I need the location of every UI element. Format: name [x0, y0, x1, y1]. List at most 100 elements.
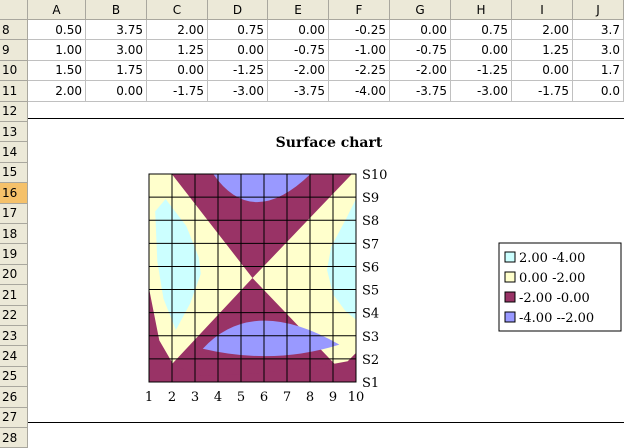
row-header-8[interactable]: 8 — [0, 20, 28, 41]
column-header-a[interactable]: A — [28, 0, 86, 20]
surface-band-neg2-0 — [155, 174, 352, 382]
x-tick-label-9: 9 — [329, 390, 337, 405]
cell-g8[interactable]: 0.00 — [390, 20, 451, 41]
cell-f9[interactable]: -1.00 — [329, 40, 390, 61]
column-header-i[interactable]: I — [512, 0, 573, 20]
surface-band-neg4-neg2-bottom — [202, 320, 340, 357]
column-header-b[interactable]: B — [86, 0, 147, 20]
cell-j9[interactable]: 3.0 — [573, 40, 624, 61]
legend-label-2: -2.00 -0.00 — [519, 291, 590, 306]
x-tick-label-6: 6 — [260, 390, 268, 405]
column-header-h[interactable]: H — [451, 0, 512, 20]
legend-swatch-0 — [504, 251, 516, 263]
x-tick-label-5: 5 — [237, 390, 245, 405]
cell-j11[interactable]: 0.0 — [573, 81, 624, 102]
cell-d8[interactable]: 0.75 — [208, 20, 268, 41]
row-header-19[interactable]: 19 — [0, 244, 28, 265]
cell-c11[interactable]: -1.75 — [147, 81, 208, 102]
x-tick-label-2: 2 — [168, 390, 176, 405]
row-header-15[interactable]: 15 — [0, 162, 28, 184]
row-header-18[interactable]: 18 — [0, 224, 28, 245]
cell-c10[interactable]: 0.00 — [147, 60, 208, 82]
cell-h9[interactable]: 0.00 — [451, 40, 512, 61]
cell-d10[interactable]: -1.25 — [208, 60, 268, 82]
row-header-23[interactable]: 23 — [0, 326, 28, 347]
column-header-c[interactable]: C — [147, 0, 208, 20]
row-header-11[interactable]: 11 — [0, 81, 28, 102]
cell-d9[interactable]: 0.00 — [208, 40, 268, 61]
column-header-e[interactable]: E — [268, 0, 329, 20]
cell-h8[interactable]: 0.75 — [451, 20, 512, 41]
surface-band-neg4-neg2-top — [213, 174, 311, 203]
row-header-20[interactable]: 20 — [0, 264, 28, 286]
column-header-g[interactable]: G — [390, 0, 451, 20]
row-header-10[interactable]: 10 — [0, 60, 28, 82]
cell-a9[interactable]: 1.00 — [28, 40, 86, 61]
cell-b10[interactable]: 1.75 — [86, 60, 147, 82]
column-header-d[interactable]: D — [208, 0, 268, 20]
cell-j8[interactable]: 3.7 — [573, 20, 624, 41]
row-header-22[interactable]: 22 — [0, 305, 28, 326]
legend-swatch-3 — [504, 311, 516, 323]
row-header-17[interactable]: 17 — [0, 203, 28, 224]
row-header-25[interactable]: 25 — [0, 366, 28, 388]
legend-label-0: 2.00 -4.00 — [519, 251, 585, 266]
chart-border-top — [28, 118, 624, 119]
cell-c9[interactable]: 1.25 — [147, 40, 208, 61]
row-header-16[interactable]: 16 — [0, 183, 28, 204]
cell-h10[interactable]: -1.25 — [451, 60, 512, 82]
cell-e10[interactable]: -2.00 — [268, 60, 329, 82]
series-tick-label-s2: S2 — [362, 353, 379, 368]
cell-f8[interactable]: -0.25 — [329, 20, 390, 41]
select-all-corner[interactable] — [0, 0, 28, 20]
row-header-13[interactable]: 13 — [0, 122, 28, 143]
row-header-12[interactable]: 12 — [0, 101, 28, 122]
row-header-9[interactable]: 9 — [0, 40, 28, 61]
cell-h11[interactable]: -3.00 — [451, 81, 512, 102]
cell-b9[interactable]: 3.00 — [86, 40, 147, 61]
cell-c8[interactable]: 2.00 — [147, 20, 208, 41]
cell-i10[interactable]: 0.00 — [512, 60, 573, 82]
x-tick-label-1: 1 — [145, 390, 153, 405]
chart-title: Surface chart — [276, 135, 383, 151]
cell-d11[interactable]: -3.00 — [208, 81, 268, 102]
cell-b8[interactable]: 3.75 — [86, 20, 147, 41]
cell-f11[interactable]: -4.00 — [329, 81, 390, 102]
series-tick-label-s5: S5 — [362, 284, 379, 299]
column-header-j[interactable]: J — [573, 0, 624, 20]
legend-swatch-2 — [504, 291, 516, 303]
series-tick-label-s6: S6 — [362, 260, 379, 275]
x-tick-label-3: 3 — [191, 390, 199, 405]
cell-a8[interactable]: 0.50 — [28, 20, 86, 41]
plot-area-border — [148, 173, 357, 383]
cell-f10[interactable]: -2.25 — [329, 60, 390, 82]
row-header-26[interactable]: 26 — [0, 387, 28, 408]
surface-band-2-4-left — [155, 199, 201, 330]
cell-g9[interactable]: -0.75 — [390, 40, 451, 61]
column-header-f[interactable]: F — [329, 0, 390, 20]
row-header-28[interactable]: 28 — [0, 428, 28, 448]
series-tick-label-s8: S8 — [362, 214, 379, 229]
row-header-21[interactable]: 21 — [0, 285, 28, 306]
cell-g10[interactable]: -2.00 — [390, 60, 451, 82]
row-header-14[interactable]: 14 — [0, 142, 28, 163]
cell-j10[interactable]: 1.7 — [573, 60, 624, 82]
legend-label-3: -4.00 --2.00 — [519, 311, 594, 326]
cell-g11[interactable]: -3.75 — [390, 81, 451, 102]
cell-a11[interactable]: 2.00 — [28, 81, 86, 102]
cell-i9[interactable]: 1.25 — [512, 40, 573, 61]
cell-e11[interactable]: -3.75 — [268, 81, 329, 102]
cell-e9[interactable]: -0.75 — [268, 40, 329, 61]
chart-border-bottom — [28, 422, 624, 423]
cell-a10[interactable]: 1.50 — [28, 60, 86, 82]
cell-b11[interactable]: 0.00 — [86, 81, 147, 102]
cell-i8[interactable]: 2.00 — [512, 20, 573, 41]
row-header-27[interactable]: 27 — [0, 407, 28, 428]
surface-band-neg2-0-strip — [149, 288, 356, 382]
series-tick-label-s1: S1 — [362, 376, 379, 391]
cell-i11[interactable]: -1.75 — [512, 81, 573, 102]
x-tick-label-4: 4 — [214, 390, 222, 405]
cell-e8[interactable]: 0.00 — [268, 20, 329, 41]
row-header-24[interactable]: 24 — [0, 346, 28, 367]
